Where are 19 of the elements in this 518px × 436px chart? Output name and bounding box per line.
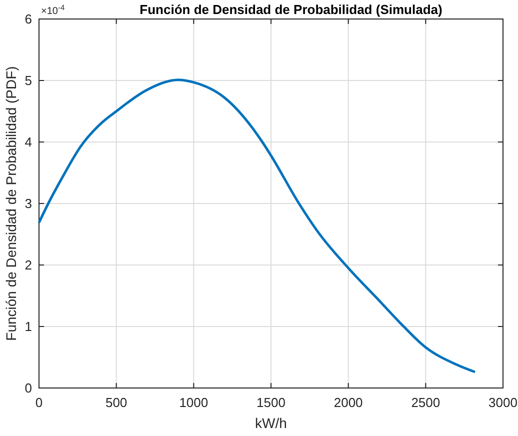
x-tick-label: 500 xyxy=(105,395,128,410)
y-tick-label: 4 xyxy=(24,134,32,150)
text: ×10$^{-4}$ xyxy=(41,2,65,17)
x-tick-label: 2000 xyxy=(334,395,363,410)
y-tick-label: 6 xyxy=(24,12,32,26)
y-tick-label: 3 xyxy=(24,196,32,211)
y-tick-label: 2 xyxy=(24,258,32,272)
chart-title: Función de Densidad de Probabilidad (Simulada) xyxy=(140,2,442,17)
y-tick-label: 0 xyxy=(24,380,32,396)
x-tick-label: 1500 xyxy=(256,395,286,410)
y-axis-title: Función de Densidad de Probabilidad (PDF) xyxy=(3,66,19,341)
x-axis-title: kW/h xyxy=(255,415,287,431)
line-series xyxy=(38,78,476,374)
x-tick-label: 1000 xyxy=(179,395,208,410)
x-tick-label: 2500 xyxy=(411,395,440,410)
y-tick-label: 5 xyxy=(24,73,32,88)
y-tick-label: 1 xyxy=(24,319,32,334)
x-tick-label: 3000 xyxy=(488,395,518,410)
x-tick-label: 0 xyxy=(35,395,43,410)
